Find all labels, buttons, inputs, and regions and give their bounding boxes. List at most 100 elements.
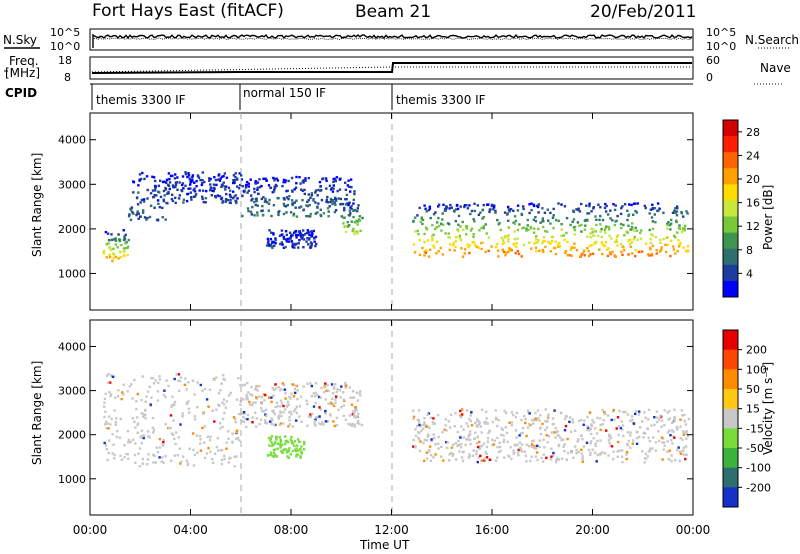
power-cell bbox=[463, 252, 466, 255]
power-cell bbox=[209, 183, 212, 186]
vel-cell bbox=[350, 396, 353, 399]
vel-cell bbox=[519, 446, 522, 450]
vel-cell bbox=[502, 438, 506, 442]
vel-cell bbox=[298, 405, 302, 408]
power-data bbox=[102, 171, 690, 263]
power-cell bbox=[532, 203, 535, 206]
vel-cell bbox=[282, 448, 285, 451]
power-cell bbox=[542, 225, 545, 229]
vel-cell bbox=[211, 461, 215, 464]
vel-cell bbox=[535, 419, 538, 422]
vel-cell bbox=[286, 400, 290, 404]
vel-cell bbox=[356, 419, 360, 423]
power-cell bbox=[290, 199, 294, 202]
vel-cbar-tick-label: 100 bbox=[746, 363, 767, 376]
vel-cell bbox=[324, 412, 327, 415]
vel-cell bbox=[560, 411, 563, 415]
power-cell bbox=[583, 228, 587, 231]
vel-cell bbox=[433, 436, 436, 440]
vel-cell bbox=[574, 429, 577, 432]
power-cell bbox=[307, 231, 310, 234]
vel-cell bbox=[612, 457, 615, 461]
vel-cell bbox=[686, 434, 690, 438]
vel-cell bbox=[536, 458, 539, 462]
vel-cell bbox=[634, 412, 637, 416]
power-cell bbox=[631, 252, 634, 255]
vel-cell bbox=[594, 444, 597, 447]
vel-cell bbox=[109, 394, 112, 398]
power-cell bbox=[589, 232, 592, 235]
power-cell bbox=[280, 229, 284, 232]
power-cell bbox=[456, 228, 459, 231]
vel-cell bbox=[221, 417, 225, 421]
power-cell bbox=[441, 253, 444, 256]
vel-cell bbox=[629, 446, 632, 449]
power-cell bbox=[298, 239, 301, 242]
vel-cell bbox=[629, 419, 632, 423]
power-cell bbox=[560, 223, 563, 226]
vel-cell bbox=[170, 405, 173, 409]
vel-cell bbox=[275, 435, 278, 439]
power-cell bbox=[535, 250, 538, 253]
vel-cell bbox=[465, 422, 468, 425]
vel-cell bbox=[342, 404, 345, 407]
power-cell bbox=[152, 176, 156, 179]
power-cell bbox=[284, 238, 288, 241]
power-cell bbox=[423, 254, 426, 257]
power-cell bbox=[685, 210, 688, 213]
power-cell bbox=[590, 210, 593, 213]
power-cell bbox=[682, 215, 685, 218]
vel-cell bbox=[288, 423, 292, 426]
power-cell bbox=[267, 202, 271, 205]
vel-cell bbox=[340, 406, 343, 409]
power-cell bbox=[522, 226, 526, 229]
vel-cell bbox=[673, 419, 676, 423]
power-cell bbox=[600, 227, 603, 231]
vel-cell bbox=[146, 390, 150, 393]
power-cell bbox=[356, 209, 359, 213]
vel-cell bbox=[485, 445, 489, 449]
vel-cell bbox=[416, 431, 420, 434]
power-cell bbox=[157, 202, 160, 205]
vel-cell bbox=[468, 438, 472, 442]
power-cell bbox=[501, 248, 504, 252]
vel-cell bbox=[565, 458, 568, 461]
vel-cell bbox=[297, 440, 301, 444]
power-cell bbox=[549, 250, 553, 253]
power-cell bbox=[227, 186, 231, 189]
power-cell bbox=[597, 234, 600, 238]
vel-cell bbox=[277, 414, 281, 418]
vel-cell bbox=[430, 439, 433, 443]
power-cell bbox=[282, 235, 285, 239]
power-cell bbox=[168, 177, 171, 181]
vel-cell bbox=[332, 420, 335, 423]
vel-cell bbox=[193, 418, 197, 421]
power-cell bbox=[247, 182, 250, 185]
vel-cell bbox=[570, 451, 573, 454]
power-cell bbox=[312, 199, 315, 202]
power-cell bbox=[159, 179, 162, 182]
vel-cell bbox=[626, 444, 630, 447]
vel-cell bbox=[553, 409, 556, 412]
power-cell bbox=[313, 236, 316, 240]
power-cell bbox=[271, 246, 274, 250]
vel-cell bbox=[528, 422, 531, 426]
power-cell bbox=[284, 245, 287, 249]
vel-cell bbox=[105, 420, 108, 423]
vel-cell bbox=[563, 429, 567, 432]
power-cell bbox=[204, 201, 207, 204]
power-cell bbox=[305, 204, 308, 207]
power-cell bbox=[597, 203, 600, 206]
vel-cell bbox=[115, 435, 118, 439]
vel-cell bbox=[156, 390, 160, 393]
vel-cell bbox=[232, 416, 236, 419]
vel-cell bbox=[300, 420, 303, 423]
vel-cell bbox=[148, 436, 151, 439]
power-cell bbox=[274, 183, 278, 187]
vel-cell bbox=[469, 430, 472, 433]
power-cell bbox=[650, 233, 653, 236]
vel-cell bbox=[349, 423, 352, 426]
power-cell bbox=[497, 223, 500, 226]
